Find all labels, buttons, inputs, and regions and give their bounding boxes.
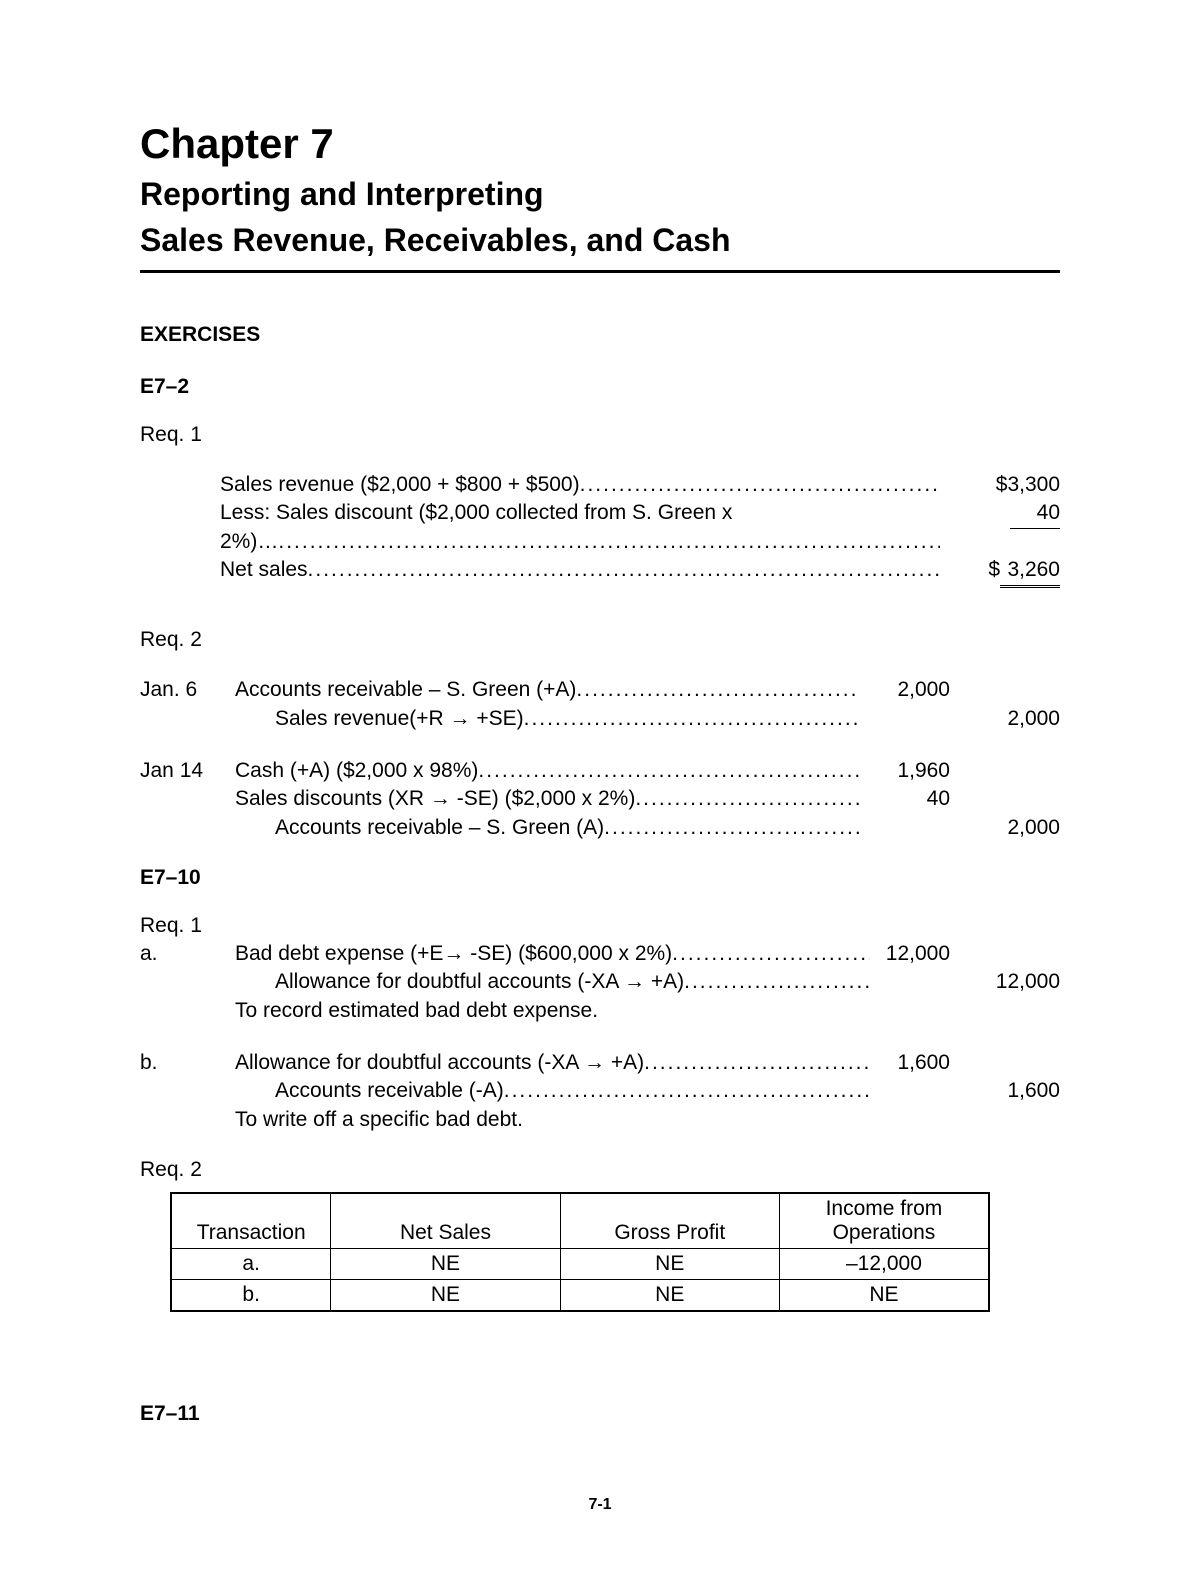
- journal-debit: 1,600: [870, 1049, 950, 1077]
- title-rule: [140, 270, 1060, 273]
- journal-note-row: To write off a specific bad debt.: [140, 1106, 1060, 1134]
- cell: NE: [331, 1280, 560, 1312]
- journal-row: b. Allowance for doubtful accounts (-XA …: [140, 1049, 1060, 1077]
- col-income-ops: Income fromOperations: [779, 1193, 989, 1249]
- journal-note: To write off a specific bad debt.: [235, 1106, 870, 1134]
- journal-row: Jan. 6 Accounts receivable – S. Green (+…: [140, 676, 1060, 704]
- journal-entry-b: b. Allowance for doubtful accounts (-XA …: [140, 1049, 1060, 1134]
- e7-10-req1-label: Req. 1: [140, 914, 1060, 938]
- journal-desc: Accounts receivable (-A): [235, 1077, 870, 1105]
- entry-letter: a.: [140, 940, 235, 968]
- line-text: Net sales: [220, 556, 940, 588]
- journal-debit: [870, 1077, 950, 1105]
- journal-credit: [950, 940, 1060, 968]
- journal-desc: Accounts receivable – S. Green (A): [235, 814, 860, 842]
- page: Chapter 7 Reporting and Interpreting Sal…: [0, 0, 1200, 1574]
- journal-note: To record estimated bad debt expense.: [235, 997, 870, 1025]
- journal-debit: 2,000: [860, 676, 950, 704]
- journal-debit: 12,000: [870, 940, 950, 968]
- e7-2-req1-block: Sales revenue ($2,000 + $800 + $500) $3,…: [220, 471, 1060, 588]
- e7-10-req2-label: Req. 2: [140, 1158, 1060, 1182]
- table-row: b. NE NE NE: [171, 1280, 989, 1312]
- entry-letter: [140, 968, 235, 996]
- col-net-sales: Net Sales: [331, 1193, 560, 1249]
- journal-date: [140, 705, 235, 733]
- net-sales-line: Net sales $3,260: [220, 556, 1060, 588]
- cell: NE: [331, 1249, 560, 1280]
- chapter-title-line1: Reporting and Interpreting: [140, 174, 1060, 214]
- journal-desc: Cash (+A) ($2,000 x 98%): [235, 757, 860, 785]
- chapter-title-line2: Sales Revenue, Receivables, and Cash: [140, 220, 1060, 260]
- journal-date: Jan. 6: [140, 676, 235, 704]
- journal-debit: 40: [860, 785, 950, 813]
- journal-entry-jan6: Jan. 6 Accounts receivable – S. Green (+…: [140, 676, 1060, 733]
- journal-credit: 1,600: [950, 1077, 1060, 1105]
- journal-credit: 2,000: [950, 705, 1060, 733]
- exercise-e7-2-id: E7–2: [140, 375, 1060, 399]
- chapter-number: Chapter 7: [140, 120, 1060, 168]
- e7-2-req1-label: Req. 1: [140, 423, 1060, 447]
- entry-letter: [140, 1077, 235, 1105]
- effects-table: Transaction Net Sales Gross Profit Incom…: [170, 1192, 990, 1312]
- journal-row: Sales discounts (XR → -SE) ($2,000 x 2%)…: [140, 785, 1060, 813]
- journal-desc: Sales discounts (XR → -SE) ($2,000 x 2%): [235, 785, 860, 813]
- journal-debit: [860, 705, 950, 733]
- entry-letter: b.: [140, 1049, 235, 1077]
- exercises-heading: EXERCISES: [140, 323, 1060, 347]
- journal-credit: [950, 757, 1060, 785]
- journal-row: Accounts receivable – S. Green (A) 2,000: [140, 814, 1060, 842]
- line-text: Sales revenue ($2,000 + $800 + $500): [220, 471, 940, 499]
- cell: b.: [171, 1280, 331, 1312]
- line-text: Less: Sales discount ($2,000 collected f…: [220, 499, 940, 556]
- journal-credit: [950, 1049, 1060, 1077]
- cell: –12,000: [779, 1249, 989, 1280]
- e7-2-req2-label: Req. 2: [140, 628, 1060, 652]
- journal-date: Jan 14: [140, 757, 235, 785]
- journal-credit: [950, 785, 1060, 813]
- journal-entry-a: a. Bad debt expense (+E→ -SE) ($600,000 …: [140, 940, 1060, 1025]
- col-transaction: Transaction: [171, 1193, 331, 1249]
- journal-credit: 12,000: [950, 968, 1060, 996]
- table-row: a. NE NE –12,000: [171, 1249, 989, 1280]
- exercise-e7-11-id: E7–11: [140, 1402, 1060, 1426]
- exercise-e7-10-id: E7–10: [140, 866, 1060, 890]
- page-number: 7-1: [140, 1496, 1060, 1514]
- journal-row: Jan 14 Cash (+A) ($2,000 x 98%) 1,960: [140, 757, 1060, 785]
- journal-row: Allowance for doubtful accounts (-XA → +…: [140, 968, 1060, 996]
- net-sales-line: Sales revenue ($2,000 + $800 + $500) $3,…: [220, 471, 1060, 499]
- journal-date: [140, 814, 235, 842]
- line-amount: $3,260: [960, 556, 1060, 588]
- journal-desc: Bad debt expense (+E→ -SE) ($600,000 x 2…: [235, 940, 870, 968]
- journal-row: Sales revenue(+R → +SE) 2,000: [140, 705, 1060, 733]
- cell: NE: [779, 1280, 989, 1312]
- journal-desc: Allowance for doubtful accounts (-XA → +…: [235, 968, 870, 996]
- cell: a.: [171, 1249, 331, 1280]
- journal-entry-jan14: Jan 14 Cash (+A) ($2,000 x 98%) 1,960 Sa…: [140, 757, 1060, 842]
- journal-date: [140, 785, 235, 813]
- journal-desc: Sales revenue(+R → +SE): [235, 705, 860, 733]
- col-gross-profit: Gross Profit: [560, 1193, 779, 1249]
- journal-debit: [860, 814, 950, 842]
- cell: NE: [560, 1249, 779, 1280]
- net-sales-line: Less: Sales discount ($2,000 collected f…: [220, 499, 1060, 556]
- line-amount: 40: [960, 499, 1060, 556]
- journal-debit: [870, 968, 950, 996]
- journal-desc: Accounts receivable – S. Green (+A): [235, 676, 860, 704]
- journal-row: a. Bad debt expense (+E→ -SE) ($600,000 …: [140, 940, 1060, 968]
- journal-credit: [950, 676, 1060, 704]
- journal-row: Accounts receivable (-A) 1,600: [140, 1077, 1060, 1105]
- line-amount: $3,300: [960, 471, 1060, 499]
- table-header-row: Transaction Net Sales Gross Profit Incom…: [171, 1193, 989, 1249]
- journal-desc: Allowance for doubtful accounts (-XA → +…: [235, 1049, 870, 1077]
- cell: NE: [560, 1280, 779, 1312]
- journal-debit: 1,960: [860, 757, 950, 785]
- journal-note-row: To record estimated bad debt expense.: [140, 997, 1060, 1025]
- journal-credit: 2,000: [950, 814, 1060, 842]
